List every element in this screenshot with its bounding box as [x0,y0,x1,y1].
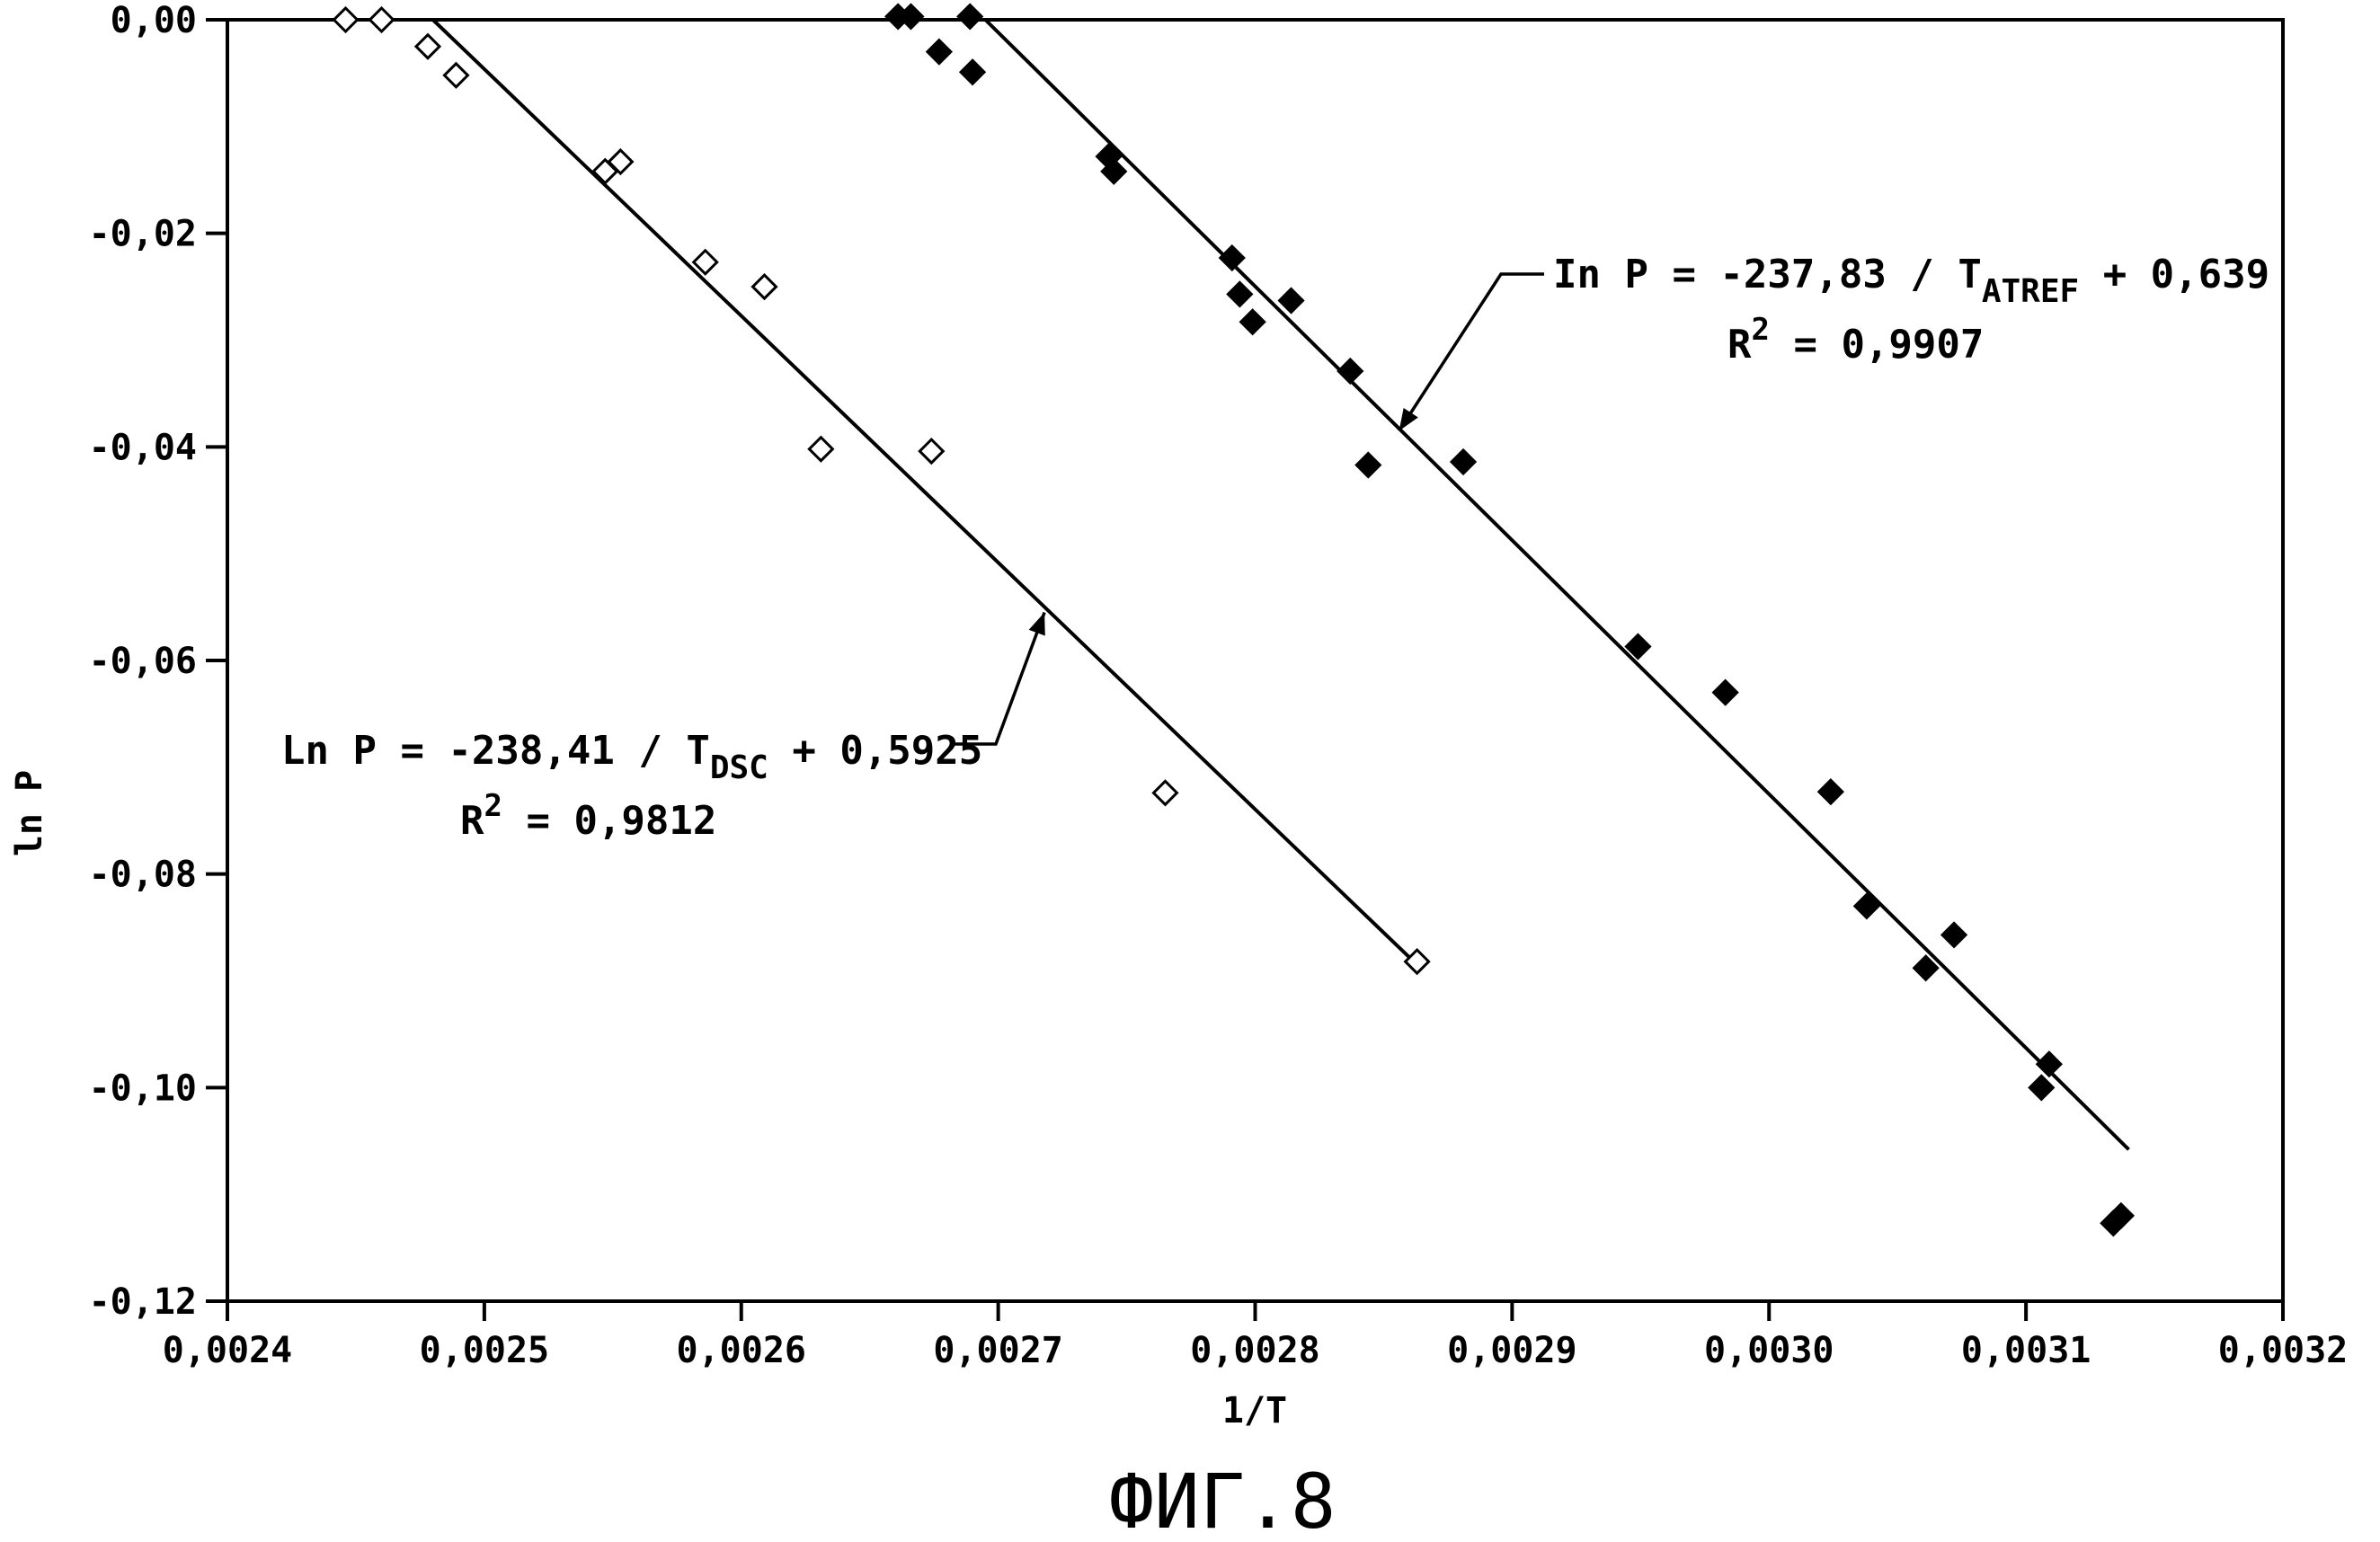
x-tick-label: 0,0032 [2218,1330,2349,1371]
data-point-atref [956,3,984,31]
data-point-atref [1912,954,1940,982]
fit-line-dsc [431,18,1411,959]
arrowhead-icon [1028,612,1045,636]
equation-subscript: ATREF [1982,273,2079,310]
x-tick-label: 0,0024 [163,1330,293,1371]
data-point-atref [958,58,987,86]
r-squared-label-atref: R2 = 0,9907 [1727,312,1984,368]
equation-label-dsc: Ln P = -238,41 / TDSC + 0,5925 [281,728,982,786]
data-point-atref [925,38,953,66]
x-axis-label: 1/T [1222,1390,1287,1431]
data-point-dsc [750,272,778,301]
data-point-atref [1239,308,1266,336]
data-point-atref [1218,244,1246,272]
data-point-atref [1354,451,1382,479]
x-tick-label: 0,0027 [933,1330,1063,1371]
y-tick-label: -0,10 [89,1068,197,1109]
y-axis: 0,00 -0,02 -0,04 -0,06 -0,08 -0,10 -0,12 [89,0,227,1323]
r-squared-value: = 0,9812 [502,798,716,844]
data-point-dsc [1403,947,1431,976]
data-points [332,3,2136,1237]
x-tick-label: 0,0031 [1961,1330,2091,1371]
data-point-dsc [368,5,395,34]
data-point-atref [1337,357,1364,386]
data-point-atref [1940,921,1968,949]
equation-rhs: + 0,639 [2079,252,2269,297]
data-point-dsc [807,435,835,463]
equation-lhs: In P = -237,83 / T [1553,252,1982,297]
data-point-dsc [691,248,719,276]
y-tick-label: -0,08 [89,855,197,896]
data-point-atref [1449,448,1478,476]
leader-line-dsc [951,611,1046,746]
x-axis: 0,0024 0,0025 0,0026 0,0027 0,0028 0,0029 0,00… [163,1301,2349,1371]
y-tick-label: -0,02 [89,214,197,255]
data-point-atref [2035,1050,2063,1078]
x-tick-label: 0,0026 [677,1330,807,1371]
x-tick-label: 0,0030 [1704,1330,1834,1371]
y-tick-label: -0,12 [89,1281,197,1323]
equation-label-atref: In P = -237,83 / TATREF + 0,639 [1553,252,2269,310]
r-squared-value: = 0,9907 [1770,322,1984,368]
x-tick-label: 0,0029 [1447,1330,1577,1371]
data-point-atref [1711,678,1739,706]
y-tick-label: 0,00 [111,0,197,41]
data-point-atref [1852,892,1881,920]
y-tick-label: -0,04 [89,427,197,468]
x-tick-label: 0,0028 [1190,1330,1320,1371]
data-point-dsc [332,5,360,34]
equation-lhs: Ln P = -238,41 / T [281,728,710,774]
y-axis-label: ln P [9,770,50,856]
fit-line-atref [983,18,2130,1151]
data-point-atref [1226,280,1254,308]
equation-rhs: + 0,5925 [768,728,982,774]
data-point-atref [897,3,925,31]
y-tick-label: -0,06 [89,641,197,682]
equation-subscript: DSC [710,749,768,786]
r-squared-label-dsc: R2 = 0,9812 [460,788,716,844]
r-squared-superscript: 2 [1752,312,1770,348]
data-point-atref [1100,157,1128,185]
data-point-atref [2107,1201,2136,1230]
x-tick-label: 0,0025 [420,1330,550,1371]
data-point-atref [1277,287,1305,315]
data-point-atref [1816,778,1844,806]
data-point-dsc [607,147,635,176]
arrowhead-icon [1399,408,1418,431]
data-point-dsc [918,437,946,465]
r-squared-base: R [460,798,484,844]
figure-caption: ФИГ.8 [1109,1458,1337,1542]
r-squared-base: R [1727,322,1752,368]
fit-lines [431,18,2130,1151]
data-point-atref [1624,633,1652,660]
plot-area-frame [226,18,2285,1303]
data-point-atref [2028,1074,2056,1102]
data-point-dsc [1151,779,1179,807]
data-point-dsc [413,32,442,60]
data-point-dsc [442,61,470,89]
r-squared-superscript: 2 [484,788,502,824]
leader-line-atref [1398,272,1544,432]
